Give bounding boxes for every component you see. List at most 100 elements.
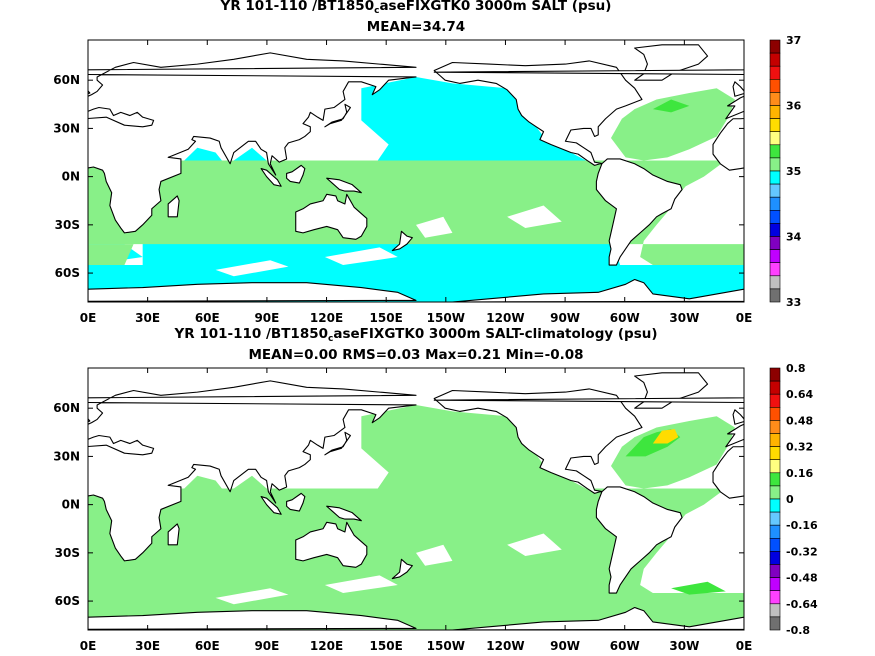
map1-title-post: aseFIXGTK0 3000m SALT (psu) [379,0,612,14]
colorbar-swatch [769,577,781,591]
colorbar-swatch [769,144,781,159]
x-tick-label: 120E [310,639,343,653]
x-tick-label: 60E [195,311,220,325]
y-tick-label: 60S [55,594,80,608]
coastline-africa-eurasia [88,52,417,234]
coastline-antarctica [451,278,744,302]
coastline-new-guinea [326,177,362,194]
x-tick-label: 0E [736,311,753,325]
coastline-north-america [433,388,643,494]
colorbar-swatch [769,472,781,487]
y-tick-label: 30S [55,546,80,560]
coastline-south-america [595,486,683,594]
y-tick-label: 30S [55,218,80,232]
coastline-borneo [286,164,306,184]
map-frame [87,367,745,631]
x-tick-label: 150W [427,311,465,325]
x-tick-label: 150E [370,639,403,653]
map1-title-pre: YR 101-110 /BT1850 [220,0,375,14]
missing-region-1 [324,247,398,266]
map1-title-sub: c [374,6,380,16]
field-region-4 [88,160,744,266]
missing-region-3 [416,216,453,238]
missing-region-1 [324,575,398,594]
colorbar-swatch [769,616,781,631]
colorbar-swatch [769,39,781,54]
x-tick-label: 0E [80,311,97,325]
x-tick-label: 90W [550,311,580,325]
colorbar-tick-label: 36 [786,100,802,113]
coastline-africa-eurasia [433,397,744,499]
x-tick-label: 30W [669,311,699,325]
x-tick-label: 150E [370,311,403,325]
missing-region-0 [215,260,289,277]
colorbar-swatch [769,183,781,198]
coastline-uk [732,409,744,425]
colorbar-swatch [769,511,781,526]
colorbar-swatch [769,446,781,461]
colorbar-tick-label: 0.32 [786,441,813,454]
coastline-japan [324,431,351,456]
colorbar-swatch [769,249,781,264]
coastline-antarctica [88,610,417,630]
colorbar-tick-label: -0.64 [786,598,818,611]
x-tick-label: 60W [610,311,640,325]
coastline-sumatra [260,496,282,515]
field-region-7 [671,581,726,595]
coastline-south-america [595,158,683,266]
colorbar-swatch [769,170,781,185]
coastline-new-zealand [391,230,413,252]
colorbar-swatch [769,564,781,578]
colorbar-swatch [769,367,781,382]
colorbar-swatch [769,433,781,447]
coastline-africa-eurasia [433,69,744,171]
coastline-borneo [286,492,306,512]
colorbar-tick-label: 35 [786,165,801,178]
y-tick-label: 0N [62,498,80,512]
colorbar-tick-label: -0.32 [786,545,818,558]
x-tick-label: 120E [310,311,343,325]
x-tick-label: 60W [610,639,640,653]
colorbar-swatch [769,420,781,434]
coastline-australia [295,521,368,568]
y-tick-label: 60S [55,266,80,280]
colorbar-tick-label: 0.8 [786,362,806,375]
coastline-new-zealand [391,558,413,580]
colorbar-tick-label: 0 [786,493,794,506]
colorbar-swatch [769,551,781,565]
colorbar-swatch [769,406,781,421]
y-tick-label: 60N [53,401,80,415]
y-tick-label: 60N [53,73,80,87]
colorbar-swatch [769,524,781,539]
map2-title-post: aseFIXGTK0 3000m SALT-climatology (psu) [333,326,658,342]
x-tick-label: 0E [736,639,753,653]
x-tick-label: 90E [254,639,279,653]
colorbar-swatch [769,157,781,172]
coastline-madagascar [167,523,180,546]
x-tick-label: 120W [486,311,524,325]
field-region-5 [88,244,134,266]
x-tick-label: 90W [550,639,580,653]
colorbar-swatch [769,79,781,93]
map-panel-1: 0E 30E 60E 90E 120E 150E 150W 120W 90W 60W 30W 0E 60… [53,39,753,325]
coastline-africa-eurasia [88,380,417,562]
colorbar-swatch [769,65,781,80]
coastline-japan [324,103,351,128]
colorbar-swatch [769,196,781,211]
colorbar-swatch [769,118,781,132]
x-tick-label: 0E [80,639,97,653]
colorbar-swatch [769,275,781,290]
colorbar-swatch [769,485,781,500]
colorbar-tick-label: 37 [786,34,801,47]
colorbar-tick-label: -0.16 [786,519,818,532]
x-tick-label: 30E [135,639,160,653]
colorbar-tick-label: 0.16 [786,467,813,480]
x-tick-label: 90E [254,311,279,325]
x-tick-label: 30W [669,639,699,653]
colorbar-swatch [769,92,781,106]
colorbar-swatch [769,590,781,605]
colorbar-swatch [769,131,781,146]
colorbar-swatch [769,223,781,237]
coastline-australia [295,193,368,240]
